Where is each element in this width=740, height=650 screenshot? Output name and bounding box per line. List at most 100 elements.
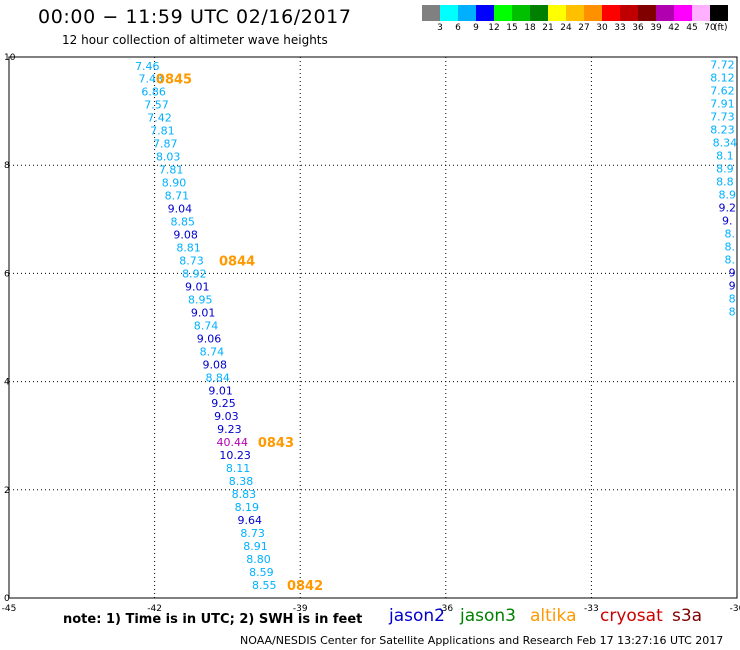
data-point-label: 9 (729, 266, 736, 279)
y-tick-label: 4 (4, 378, 10, 388)
data-point-label: 8.81 (176, 241, 201, 254)
legend-swatch (458, 5, 476, 21)
data-point-label: 8. (724, 240, 735, 253)
data-point-label: 9 (729, 279, 736, 292)
data-point-label: 8 (729, 305, 736, 318)
time-annotation: 0844 (219, 254, 255, 269)
data-point-label: 9.03 (214, 410, 239, 423)
data-point-label: 8.71 (165, 189, 190, 202)
data-point-label: 7.62 (710, 85, 735, 98)
data-point-label: 7.81 (150, 125, 175, 138)
data-point-label: 8.83 (232, 488, 257, 501)
legend-swatch (602, 5, 620, 21)
data-point-label: 9.04 (168, 202, 193, 215)
data-point-label: 8.80 (246, 553, 271, 566)
legend-swatch (620, 5, 638, 21)
data-point-label: 7.81 (159, 164, 184, 177)
x-tick-label: -30 (730, 604, 740, 614)
data-point-label: 8.23 (710, 123, 735, 136)
data-point-label: 9.01 (191, 306, 216, 319)
data-point-label: 8.84 (205, 371, 230, 384)
satellite-label-jason2: jason2 (389, 606, 445, 626)
plot-frame (8, 56, 738, 599)
legend-swatch (548, 5, 566, 21)
legend-swatch (584, 5, 602, 21)
data-point-label: 7.72 (710, 59, 735, 72)
x-tick-label: -36 (438, 604, 453, 614)
legend-swatch (494, 5, 512, 21)
legend-tick-label: 9 (473, 23, 479, 33)
legend-tick-label: 24 (560, 23, 572, 33)
legend-tick-label: 70 (704, 23, 716, 33)
data-point-label: 8.73 (179, 254, 204, 267)
legend-tick-label: 30 (596, 23, 608, 33)
data-point-label: 8.55 (252, 579, 277, 592)
data-point-label: 9. (722, 214, 733, 227)
color-scale-legend (422, 5, 728, 21)
satellite-label-cryosat: cryosat (600, 606, 663, 626)
satellite-label-jason3: jason3 (460, 606, 516, 626)
legend-swatch (674, 5, 692, 21)
data-point-label: 7.42 (147, 112, 172, 125)
data-point-label: 8.73 (240, 527, 265, 540)
legend-tick-label: 45 (686, 23, 698, 33)
y-tick-label: 2 (4, 486, 10, 496)
data-point-label: 9.06 (197, 332, 222, 345)
satellite-label-altika: altika (530, 606, 577, 626)
data-point-label: 8. (724, 227, 735, 240)
legend-swatch (440, 5, 458, 21)
data-point-label: 8.38 (229, 475, 254, 488)
time-annotation: 0843 (258, 436, 294, 451)
data-point-label: 8.95 (188, 293, 213, 306)
data-point-label: 40.44 (217, 436, 249, 449)
data-point-label: 7.87 (153, 138, 178, 151)
x-tick-label: -33 (584, 604, 599, 614)
data-point-label: 10.23 (219, 449, 251, 462)
data-point-label: 9.01 (208, 384, 233, 397)
data-point-label: 8.11 (226, 462, 251, 475)
data-point-label: 9.08 (203, 358, 228, 371)
data-point-label: 8. (724, 253, 735, 266)
chart-title: 00:00 − 11:59 UTC 02/16/2017 (38, 6, 352, 28)
chart-subtitle: 12 hour collection of altimeter wave hei… (62, 33, 328, 47)
footer-note: note: 1) Time is in UTC; 2) SWH is in fe… (63, 612, 363, 627)
data-point-label: 9.01 (185, 280, 210, 293)
data-point-label: 7.73 (710, 111, 735, 124)
data-point-label: 7.46 (135, 60, 160, 73)
legend-tick-label: 6 (455, 23, 461, 33)
legend-tick-label: 39 (650, 23, 662, 33)
data-point-label: 7.57 (144, 99, 169, 112)
legend-tick-label: 27 (578, 23, 590, 33)
legend-tick-label: 42 (668, 23, 680, 33)
data-point-label: 9.64 (237, 514, 262, 527)
legend-tick-label: 18 (524, 23, 536, 33)
data-point-label: 8.12 (710, 72, 735, 85)
time-annotation: 0842 (287, 579, 323, 594)
time-annotation: 0845 (156, 73, 192, 88)
y-tick-label: 10 (4, 53, 16, 63)
legend-swatch (530, 5, 548, 21)
legend-swatch (656, 5, 674, 21)
data-point-label: 9.25 (211, 397, 236, 410)
legend-swatch (638, 5, 656, 21)
data-point-label: 9.23 (217, 423, 242, 436)
legend-tick-label: 21 (542, 23, 554, 33)
legend-tick-label: 3 (437, 23, 443, 33)
satellite-label-s3a: s3a (672, 606, 703, 626)
data-point-label: 9.2 (719, 201, 737, 214)
color-scale-unit: (ft) (714, 23, 728, 33)
data-point-label: 8.59 (249, 566, 274, 579)
data-point-label: 8.92 (182, 267, 207, 280)
legend-tick-label: 36 (632, 23, 644, 33)
data-point-label: 8.74 (194, 319, 219, 332)
data-point-label: 8.85 (170, 215, 195, 228)
x-tick-label: -42 (147, 604, 162, 614)
footer-credit: NOAA/NESDIS Center for Satellite Applica… (240, 634, 724, 647)
x-tick-label: -39 (293, 604, 308, 614)
legend-swatch (710, 5, 728, 21)
data-point-label: 7.43 (138, 73, 163, 86)
legend-swatch (476, 5, 494, 21)
data-point-label: 8.91 (243, 540, 268, 553)
legend-tick-label: 12 (488, 23, 500, 33)
